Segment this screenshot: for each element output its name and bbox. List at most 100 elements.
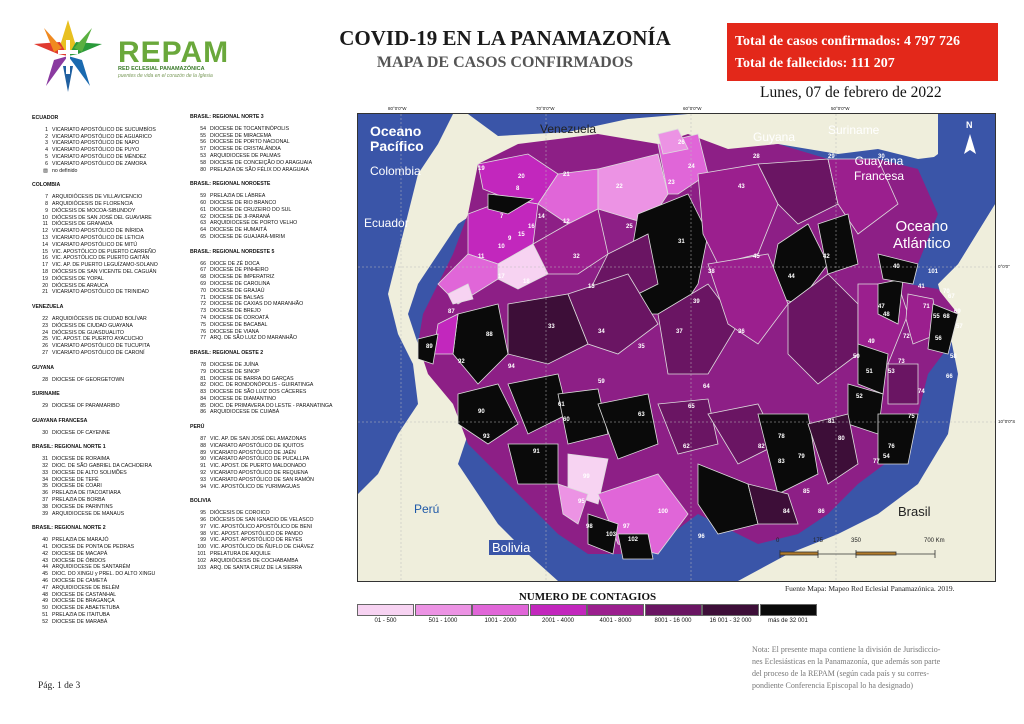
list-item: 52 DIOCESE DE MARABÁ — [32, 619, 212, 626]
section-heading: BRASIL: REGIONAL NORTE 3 — [190, 114, 264, 120]
list-item: 91 VIC. APOST. DE PUERTO MALDONADO — [190, 463, 340, 470]
footnote-line: pondiente Conferencia Episcopal lo ha de… — [752, 681, 914, 690]
region-number: 58 — [950, 354, 957, 360]
item-number: 18 — [42, 268, 48, 275]
region-number: 51 — [866, 369, 873, 375]
item-name: VIC. AP. DE PUERTO LEGUÍZAMO-SOLANO — [52, 262, 158, 269]
item-number: 80 — [200, 166, 206, 173]
region-number: 63 — [638, 412, 645, 418]
region-number: 59 — [598, 379, 605, 385]
item-name: DIOCESE DE MACAPÁ — [52, 550, 108, 557]
item-number: 68 — [200, 274, 206, 281]
item-number: 64 — [200, 227, 206, 234]
item-number: 103 — [197, 564, 206, 571]
list-item: 70 DIOCESE DE GRAJAÚ — [190, 288, 340, 295]
list-item: 62 DIOCESE DE JI-PARANÁ — [190, 214, 340, 221]
item-name: DIÓCESIS DE COROICO — [210, 510, 270, 517]
item-name: VICARIATO APOSTÓLICO DE CARONÍ — [52, 349, 145, 356]
item-number: 55 — [200, 132, 206, 139]
item-number: 24 — [42, 329, 48, 336]
list-item: 96 DIÓCESIS DE SAN IGNACIO DE VELASCO — [190, 517, 340, 524]
region-number: 29 — [828, 154, 835, 160]
region-number: 91 — [533, 449, 540, 455]
label-brasil: Brasil — [898, 504, 931, 519]
list-item: 44 ARQUIDIOCESE DE SANTARÉM — [32, 564, 212, 571]
region-number: 42 — [823, 254, 830, 260]
list-item: 53 ARQUIDIOCESE DE PALMAS — [190, 153, 340, 160]
item-number: 41 — [42, 544, 48, 551]
item-number: 95 — [200, 510, 206, 517]
region-number: 77 — [873, 459, 880, 465]
region-number: 75 — [908, 414, 915, 420]
legend-swatch — [644, 604, 702, 616]
item-name: DIÓCESIS DE SAN VICENTE DEL CAGUÁN — [52, 268, 157, 275]
page-title: COVID-19 EN LA PANAMAZONÍA — [339, 26, 671, 50]
item-name: VICARIATO APOSTÓLICO DE AGUARICO — [52, 133, 152, 140]
page-subtitle: MAPA DE CASOS CONFIRMADOS — [376, 54, 634, 71]
list-item: 38 DIOCESE DE PARINTINS — [32, 504, 212, 511]
item-number: 89 — [200, 449, 206, 456]
item-name: VICARIATO APOSTÓLICO DE SAN RAMÓN — [210, 476, 314, 483]
region-number: 85 — [803, 489, 810, 495]
region-number: 80 — [838, 436, 845, 442]
item-number: 65 — [200, 233, 206, 240]
scale-label-700: 700 Km — [924, 538, 945, 544]
list-item: 43 DIOCESE DE ÓBIDOS — [32, 558, 212, 565]
item-number: 27 — [42, 349, 48, 356]
list-item: 22 ARQUIDIÓCESIS DE CIUDAD BOLÍVAR — [32, 316, 212, 323]
list-item: 102 ARQUIDIÓCESIS DE COCHABAMBA — [190, 558, 340, 565]
logo-tagline: puentes de vida en el corazón de la Igle… — [118, 73, 213, 79]
list-item: 103 ARQ. DE SANTA CRUZ DE LA SIERRA — [190, 565, 340, 572]
section-heading: COLOMBIA — [32, 182, 61, 189]
item-name: VICARIATO APOSTÓLICO DE INÍRIDA — [52, 228, 144, 235]
legend-swatch — [529, 604, 587, 616]
region-number: 28 — [753, 154, 760, 160]
graticule-label: 50°0'0"W — [831, 106, 850, 111]
region-number: 90 — [478, 409, 485, 415]
item-name: DIOCESE DE BACABAL — [210, 321, 268, 328]
jurisdiction-list-left: ECUADOR 1 VICARIATO APOSTÓLICO DE SUCUMBÍO… — [32, 115, 212, 626]
region-number: 41 — [918, 284, 925, 290]
region-number: 82 — [758, 444, 765, 450]
item-name: VIC. APOST. APOSTÓLICO DE PANDO — [210, 530, 303, 537]
item-name: DIOCESE DE CAMETÁ — [52, 578, 108, 585]
region-number: 69 — [954, 309, 961, 315]
item-name: DIOCESE DE CRISTALÂNDIA — [210, 146, 281, 153]
item-name: DIÓCESIS DE SAN IGNACIO DE VELASCO — [210, 517, 314, 524]
list-item: 45 DIOC. DO XINGU y PREL. DO ALTO XINGU — [32, 571, 212, 578]
item-name: DIOC. DE SÃO GABRIEL DA CACHOEIRA — [52, 463, 152, 470]
item-name: VIC. APOSTÓLICO APOSTÓLICO DE BENI — [210, 523, 313, 530]
land-outside-east — [738, 204, 995, 581]
list-item: 58 DIOCESE DE CONCEIÇÃO DO ARAGUAIA — [190, 160, 340, 167]
region-number: 18 — [523, 279, 530, 285]
item-number: 6 — [45, 160, 48, 167]
list-item: 97 VIC. APOSTÓLICO APOSTÓLICO DE BENI — [190, 524, 340, 531]
region-number: 8 — [516, 186, 520, 192]
list-item: 30 DIOCESE OF CAYENNE — [32, 430, 212, 437]
item-name: VICARIATO APOSTÓLICO DE REQUENA — [210, 470, 309, 477]
list-item: 87 VIC. AP. DE SAN JOSÉ DEL AMAZONAS — [190, 436, 340, 443]
item-name: VICARIATO APOSTÓLICO DE SUCUMBÍOS — [52, 126, 156, 133]
graticule-label: 0°0'0" — [998, 264, 1010, 269]
item-name: DIOCESE DE CASTANHAL — [52, 591, 117, 598]
list-item: 9 DIÓCESIS DE MOCOA-SIBUNDOY — [32, 208, 212, 215]
list-item: 35 DIOCESE DE COARI — [32, 483, 212, 490]
legend: NUMERO DE CONTAGIOS 01 - 500 501 - 1000 10… — [357, 591, 818, 631]
north-label: N — [966, 120, 973, 130]
list-item: 101 PRELATURA DE AIQUILE — [190, 551, 340, 558]
item-name: VICARIATO APOSTÓLICO DE TUCUPITA — [52, 343, 150, 350]
region-number: 52 — [856, 394, 863, 400]
region-number: 22 — [616, 184, 623, 190]
graticule-label: 10°0'0"S — [998, 419, 1016, 424]
item-name: ARQUIDIÓCESIS DE CIUDAD BOLÍVAR — [52, 315, 147, 322]
list-item: 47 ARQUIDIOCESE DE BELÉM — [32, 585, 212, 592]
item-number: 98 — [200, 530, 206, 537]
section-heading: BOLIVIA — [190, 498, 212, 505]
region-number: 57 — [956, 324, 963, 330]
region-number: 98 — [586, 524, 593, 530]
item-name: VICARIATO APOSTÓLICO DE NAPO — [52, 140, 140, 147]
item-number: 20 — [42, 282, 48, 289]
item-number: 76 — [200, 328, 206, 335]
item-number: 35 — [42, 483, 48, 490]
region-number: 19 — [478, 166, 485, 172]
